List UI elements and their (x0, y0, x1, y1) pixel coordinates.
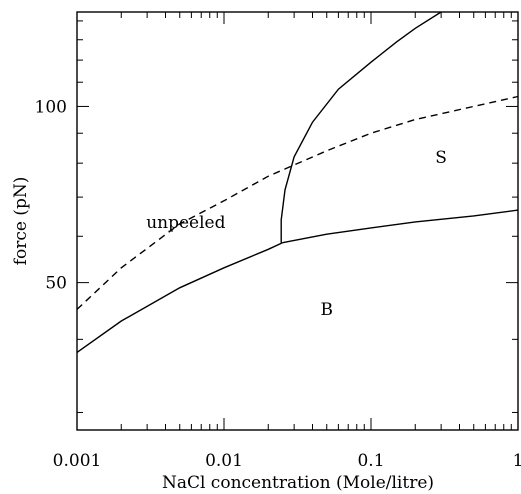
y-tick-label: 50 (45, 274, 67, 294)
x-tick-label: 0.001 (53, 451, 102, 471)
x-tick-label: 1 (513, 451, 521, 471)
y-axis-label: force (pN) (11, 177, 31, 266)
axis-ticks (76, 12, 518, 430)
series-layer (76, 11, 519, 353)
region-label: S (435, 148, 447, 168)
x-axis-label: NaCl concentration (Mole/litre) (162, 473, 434, 493)
series-line-1 (76, 95, 519, 310)
region-label: B (320, 300, 333, 320)
region-label: unpeeled (146, 213, 225, 233)
region-labels: unpeeled S B (146, 148, 447, 320)
series-line-3 (282, 209, 519, 244)
plot-frame (76, 11, 519, 431)
tick-labels: 0.001 0.01 0.1 1 50 100 (35, 97, 521, 471)
x-tick-label: 0.1 (357, 451, 384, 471)
series-line-2 (76, 242, 283, 353)
y-tick-label: 100 (35, 97, 67, 117)
x-tick-label: 0.01 (205, 451, 243, 471)
series-line-4 (280, 11, 442, 243)
